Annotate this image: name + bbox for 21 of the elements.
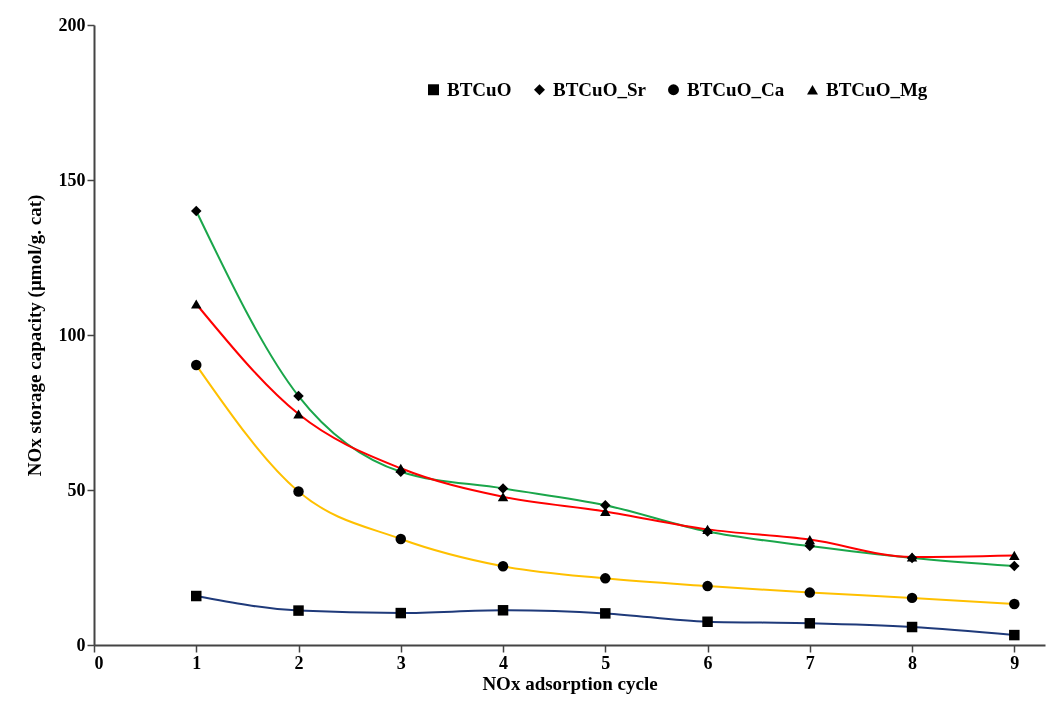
y-tick-label: 50 [67, 479, 86, 500]
y-axis-title: NOx storage capacity (µmol/g. cat) [23, 194, 46, 477]
legend-label: BTCuO [447, 78, 512, 100]
x-tick-label: 3 [396, 652, 406, 673]
legend-label: BTCuO_Mg [826, 78, 928, 100]
y-tick-label: 0 [76, 634, 86, 655]
x-tick-label: 0 [94, 652, 104, 673]
y-tick-label: 200 [58, 14, 86, 35]
x-tick-label: 2 [294, 652, 304, 673]
x-tick-label: 7 [805, 652, 815, 673]
legend-label: BTCuO_Ca [687, 78, 785, 100]
y-tick-label: 150 [58, 169, 86, 190]
x-tick-label: 9 [1010, 652, 1020, 673]
x-tick-label: 5 [601, 652, 611, 673]
x-tick-label: 6 [703, 652, 713, 673]
x-tick-label: 8 [908, 652, 918, 673]
legend-label: BTCuO_Sr [553, 78, 647, 100]
x-tick-label: 4 [499, 652, 509, 673]
x-tick-label: 1 [192, 652, 202, 673]
x-axis-title: NOx adsorption cycle [482, 672, 658, 694]
y-tick-label: 100 [58, 324, 86, 345]
